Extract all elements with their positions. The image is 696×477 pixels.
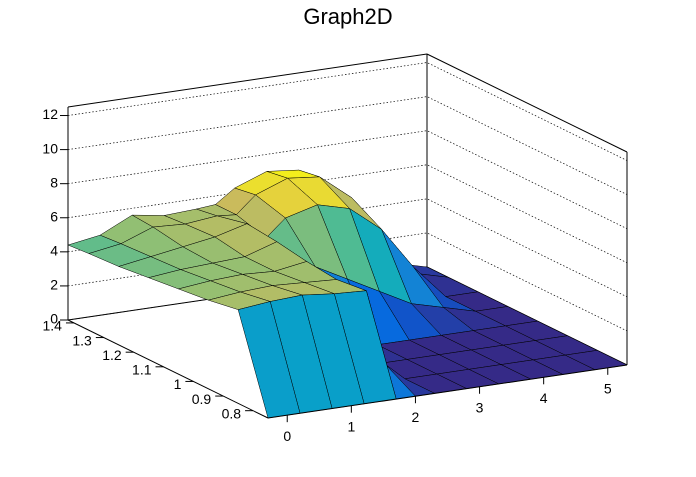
z-tick-label: 0 [50, 311, 58, 327]
grid-line [67, 62, 628, 161]
x-tick-label: 0 [283, 428, 291, 444]
grid-line [67, 164, 628, 264]
x-tick-label: 2 [412, 409, 420, 425]
y-tick-label: 1.2 [102, 347, 122, 363]
y-tick-label: 0.9 [192, 391, 212, 407]
x-tick-label: 1 [347, 418, 355, 434]
y-axis [67, 319, 269, 419]
z-tick-label: 6 [50, 208, 58, 224]
grid-line [67, 130, 628, 229]
x-axis [267, 364, 628, 419]
grid-line [67, 232, 628, 332]
z-tick-label: 12 [42, 106, 58, 122]
chart-title: Graph2D [303, 4, 392, 29]
z-tick-label: 4 [50, 243, 58, 259]
x-tick-label: 3 [476, 399, 484, 415]
y-tick-label: 1.4 [43, 318, 63, 334]
z-tick-label: 2 [50, 277, 58, 293]
y-tick-label: 1.3 [72, 332, 92, 348]
y-tick-label: 1.1 [132, 362, 152, 378]
z-tick-label: 10 [42, 140, 58, 156]
y-tick-label: 1 [174, 376, 182, 392]
grid-line [67, 96, 628, 195]
x-tick-label: 4 [540, 390, 548, 406]
x-tick-label: 5 [604, 381, 612, 397]
grid-line [67, 198, 628, 298]
box-edge [67, 53, 428, 108]
y-tick-label: 0.8 [222, 405, 242, 421]
box-edge [426, 53, 628, 153]
z-tick-label: 8 [50, 174, 58, 190]
